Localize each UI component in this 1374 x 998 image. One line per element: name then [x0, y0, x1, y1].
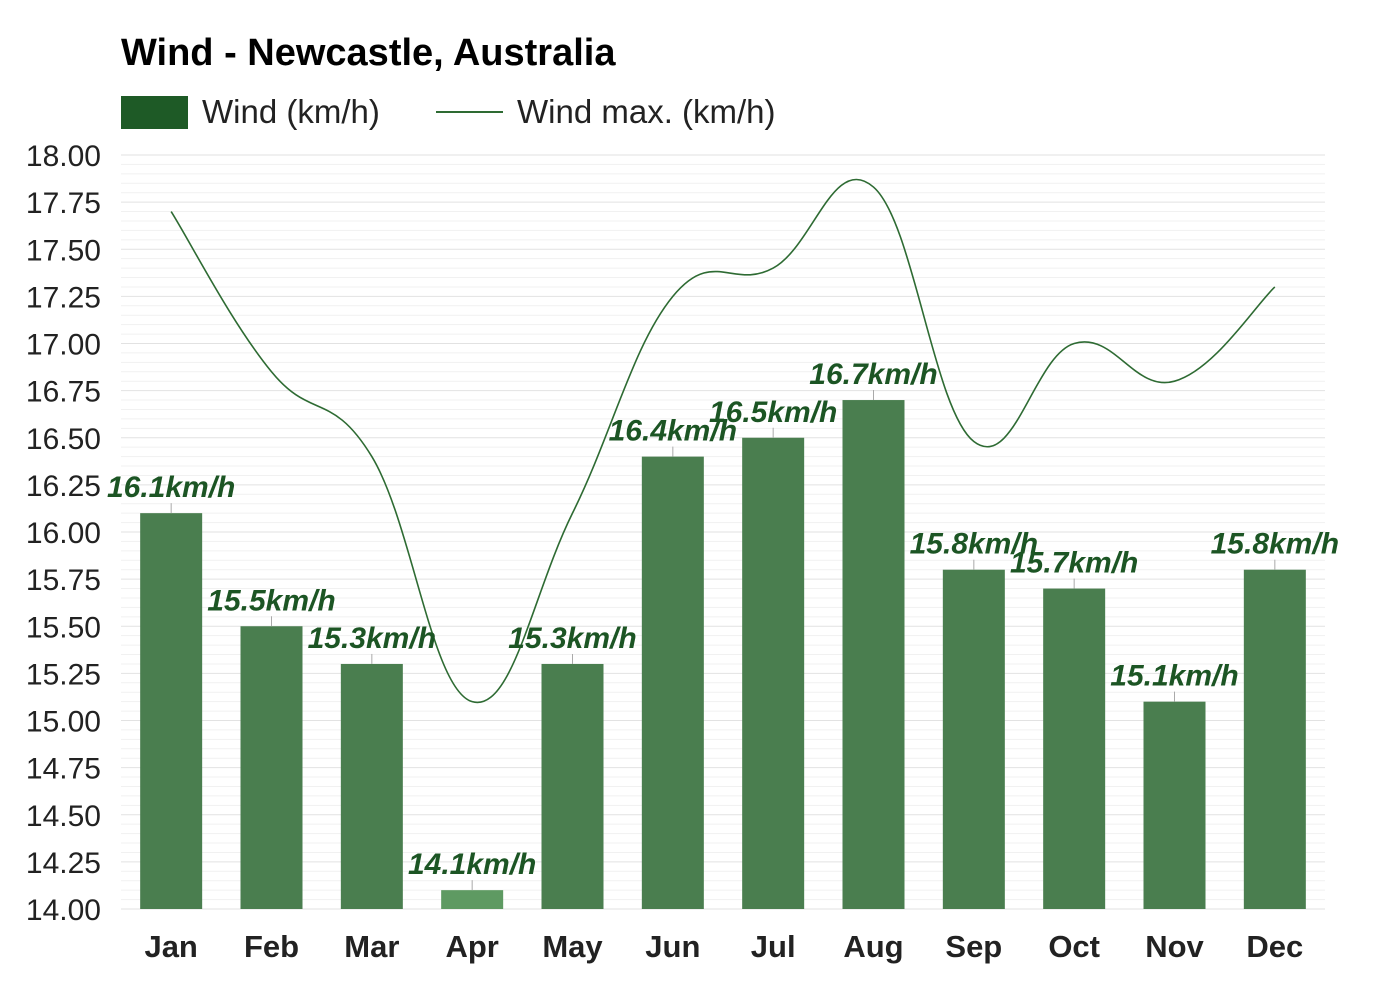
data-label: 15.3km/h [308, 622, 436, 655]
data-label: 14.1km/h [408, 848, 536, 881]
data-label: 15.7km/h [1010, 547, 1138, 580]
data-label: 16.7km/h [809, 358, 937, 391]
data-label: 16.4km/h [609, 415, 737, 448]
x-tick-label: Jan [144, 929, 197, 964]
x-tick-label: Dec [1246, 929, 1303, 964]
bar-nov [1143, 701, 1206, 909]
x-tick-label: Sep [945, 929, 1002, 964]
bar-oct [1043, 588, 1106, 909]
y-tick-label: 15.50 [26, 611, 101, 644]
data-label: 16.1km/h [107, 471, 235, 504]
data-label: 15.8km/h [1211, 528, 1339, 561]
y-tick-label: 15.00 [26, 706, 101, 739]
x-tick-label: Jul [751, 929, 796, 964]
y-axis: 14.00 14.25 14.50 14.75 15.00 15.25 15.50 15.75… [26, 140, 101, 927]
y-tick-label: 15.75 [26, 564, 101, 597]
bars [140, 390, 1306, 909]
x-tick-label: May [542, 929, 603, 964]
y-tick-label: 18.00 [26, 140, 101, 173]
y-tick-label: 16.00 [26, 517, 101, 550]
y-tick-label: 15.25 [26, 658, 101, 691]
x-tick-label: Oct [1048, 929, 1100, 964]
data-label: 15.1km/h [1110, 660, 1238, 693]
data-label: 15.5km/h [207, 584, 335, 617]
legend-swatch-wind[interactable] [121, 96, 188, 129]
legend: Wind (km/h) Wind max. (km/h) [121, 93, 776, 130]
data-label: 15.8km/h [910, 528, 1038, 561]
bar-may [541, 663, 604, 909]
bar-sep [942, 569, 1005, 909]
y-tick-label: 17.25 [26, 281, 101, 314]
x-axis: Jan Feb Mar Apr May Jun Jul Aug Sep Oct Nov Dec [144, 929, 1303, 964]
y-tick-label: 16.75 [26, 376, 101, 409]
wind-max-line-group [170, 178, 1276, 704]
y-tick-label: 16.50 [26, 423, 101, 456]
bar-jun [641, 456, 704, 909]
legend-label-wind[interactable]: Wind (km/h) [202, 93, 380, 130]
bar-apr [441, 890, 504, 909]
bar-feb [240, 626, 303, 909]
bar-jan [140, 513, 203, 909]
y-tick-label: 17.75 [26, 187, 101, 220]
x-tick-label: Aug [843, 929, 903, 964]
data-label: 16.5km/h [709, 396, 837, 429]
bar-dec [1243, 569, 1306, 909]
x-tick-label: Nov [1145, 929, 1204, 964]
legend-label-wind-max[interactable]: Wind max. (km/h) [517, 93, 776, 130]
x-tick-label: Jun [645, 929, 700, 964]
y-tick-label: 14.25 [26, 847, 101, 880]
y-tick-label: 17.00 [26, 329, 101, 362]
y-tick-label: 14.00 [26, 894, 101, 927]
x-tick-label: Feb [244, 929, 299, 964]
data-labels: 16.1km/h 15.5km/h 15.3km/h 14.1km/h 15.3km/h… [107, 358, 1339, 881]
x-tick-label: Mar [344, 929, 399, 964]
gridlines [121, 154, 1325, 910]
chart-title: Wind - Newcastle, Australia [121, 32, 616, 74]
bar-mar [340, 663, 403, 909]
y-tick-label: 14.50 [26, 800, 101, 833]
bar-aug [842, 400, 905, 909]
bar-jul [742, 437, 805, 909]
y-tick-label: 17.50 [26, 234, 101, 267]
y-tick-label: 16.25 [26, 470, 101, 503]
wind-max-line [170, 178, 1276, 704]
data-label: 15.3km/h [508, 622, 636, 655]
y-tick-label: 14.75 [26, 753, 101, 786]
x-tick-label: Apr [445, 929, 498, 964]
